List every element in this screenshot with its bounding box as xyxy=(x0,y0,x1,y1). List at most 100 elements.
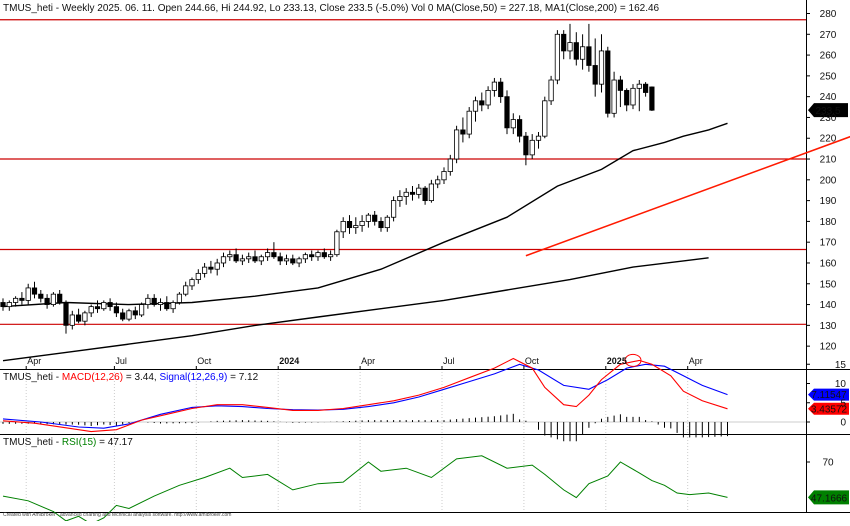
candle[interactable] xyxy=(567,23,573,60)
candle[interactable] xyxy=(428,179,435,203)
candle[interactable] xyxy=(31,281,38,299)
macd-pane[interactable]: 7.11547 3.43572 xyxy=(0,353,849,442)
candle[interactable] xyxy=(466,107,472,139)
candle[interactable] xyxy=(491,77,498,97)
candle[interactable] xyxy=(309,250,315,261)
candle[interactable] xyxy=(246,252,252,263)
candle[interactable] xyxy=(479,92,485,112)
candle[interactable] xyxy=(340,217,346,239)
candle[interactable] xyxy=(624,88,630,112)
candle[interactable] xyxy=(69,310,75,330)
candle[interactable] xyxy=(290,254,296,266)
candle[interactable] xyxy=(233,248,239,263)
candle[interactable] xyxy=(296,256,302,268)
rsi-line[interactable] xyxy=(2,455,728,525)
candle[interactable] xyxy=(12,296,19,307)
candle[interactable] xyxy=(453,125,460,164)
candle[interactable] xyxy=(523,132,529,166)
candle[interactable] xyxy=(101,300,107,311)
candle[interactable] xyxy=(0,298,6,311)
candle[interactable] xyxy=(264,248,271,261)
candle[interactable] xyxy=(334,229,340,257)
crossover-highlight[interactable] xyxy=(624,353,642,367)
signal-line[interactable] xyxy=(2,363,728,429)
candle[interactable] xyxy=(195,269,201,284)
candle[interactable] xyxy=(636,80,642,112)
candle[interactable] xyxy=(510,113,516,135)
candle[interactable] xyxy=(378,217,384,232)
candle[interactable] xyxy=(157,298,164,311)
candle[interactable] xyxy=(220,252,227,268)
rsi-pane[interactable]: 47.1666 xyxy=(2,437,849,525)
candle[interactable] xyxy=(542,96,548,139)
candle[interactable] xyxy=(315,250,321,261)
candle[interactable] xyxy=(649,86,655,111)
candle[interactable] xyxy=(365,213,372,228)
price-pane[interactable]: 233.5 xyxy=(0,19,850,362)
candle[interactable] xyxy=(170,300,176,313)
candle[interactable] xyxy=(239,254,245,266)
candle[interactable] xyxy=(6,300,12,311)
ma200-line[interactable] xyxy=(2,257,709,362)
candle[interactable] xyxy=(397,190,403,207)
candle[interactable] xyxy=(485,86,491,110)
candle[interactable] xyxy=(643,82,649,97)
candle[interactable] xyxy=(113,302,119,318)
candle[interactable] xyxy=(132,306,138,320)
candle[interactable] xyxy=(214,258,220,276)
candle[interactable] xyxy=(145,294,151,309)
candle[interactable] xyxy=(227,250,233,261)
candle[interactable] xyxy=(617,75,624,108)
candle[interactable] xyxy=(19,292,25,305)
candle[interactable] xyxy=(435,175,441,189)
candle[interactable] xyxy=(353,217,359,234)
candle[interactable] xyxy=(517,115,523,143)
candle[interactable] xyxy=(252,250,258,263)
candle[interactable] xyxy=(535,132,542,149)
candle[interactable] xyxy=(176,292,182,305)
candle[interactable] xyxy=(63,300,69,334)
candle[interactable] xyxy=(107,298,113,311)
candle[interactable] xyxy=(498,77,504,103)
candle[interactable] xyxy=(605,46,611,118)
candle[interactable] xyxy=(504,90,510,135)
candle[interactable] xyxy=(441,167,447,184)
candle[interactable] xyxy=(321,248,327,259)
candle[interactable] xyxy=(548,75,554,105)
candle[interactable] xyxy=(372,211,378,226)
candle[interactable] xyxy=(561,30,567,60)
candle[interactable] xyxy=(82,310,88,326)
candle[interactable] xyxy=(416,183,422,199)
ma50-line[interactable] xyxy=(2,122,728,308)
candle[interactable] xyxy=(57,290,63,305)
candle[interactable] xyxy=(208,260,214,274)
candle[interactable] xyxy=(630,84,636,110)
candle[interactable] xyxy=(586,23,592,72)
candle[interactable] xyxy=(554,30,561,85)
candle[interactable] xyxy=(277,252,283,266)
candle[interactable] xyxy=(611,71,617,118)
candle[interactable] xyxy=(44,294,50,309)
trendline[interactable] xyxy=(525,101,850,257)
candle[interactable] xyxy=(447,154,453,176)
candle[interactable] xyxy=(327,250,334,261)
candle[interactable] xyxy=(302,252,309,263)
candle[interactable] xyxy=(390,196,397,222)
candle[interactable] xyxy=(151,294,157,307)
candle[interactable] xyxy=(472,96,479,122)
candle[interactable] xyxy=(258,254,264,266)
candle[interactable] xyxy=(94,300,101,313)
candle[interactable] xyxy=(164,296,170,311)
candle[interactable] xyxy=(271,242,277,259)
candle[interactable] xyxy=(189,277,195,291)
candle[interactable] xyxy=(38,290,44,303)
candle[interactable] xyxy=(580,34,586,70)
candle[interactable] xyxy=(76,308,82,324)
candle[interactable] xyxy=(183,281,189,297)
macd-line[interactable] xyxy=(2,357,728,433)
candle[interactable] xyxy=(409,186,416,201)
candle[interactable] xyxy=(138,302,145,318)
candle[interactable] xyxy=(25,283,31,305)
candle[interactable] xyxy=(529,134,535,160)
